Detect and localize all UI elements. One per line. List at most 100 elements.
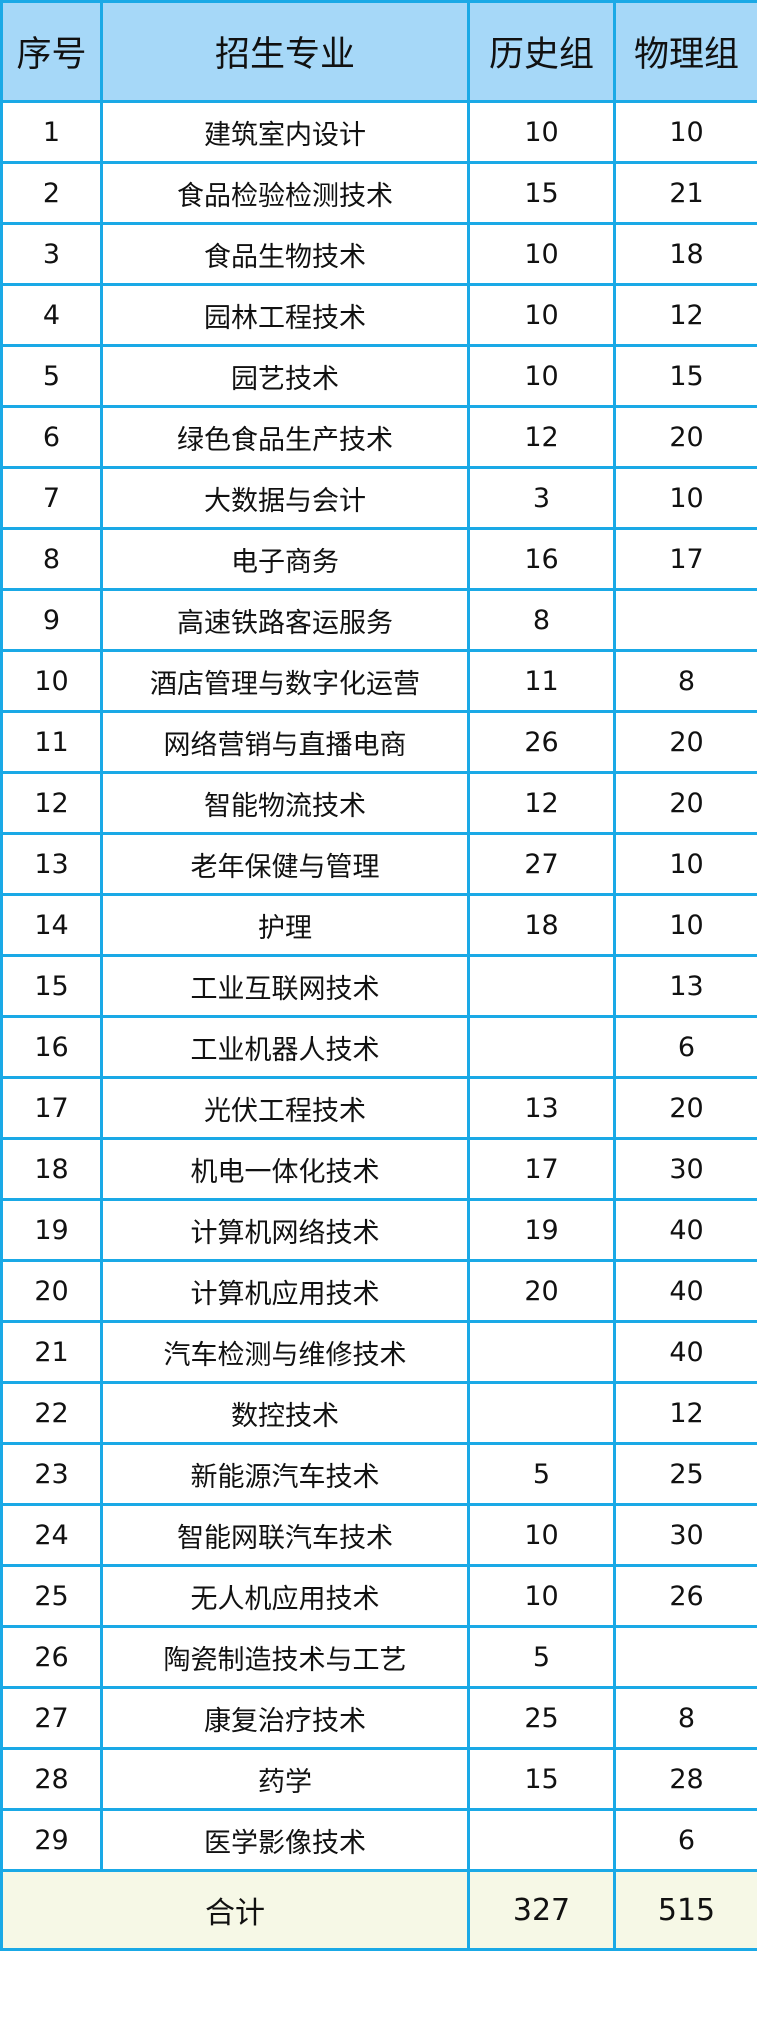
cell-major: 陶瓷制造技术与工艺 xyxy=(100,1625,470,1689)
cell-history: 5 xyxy=(467,1625,616,1689)
cell-major: 酒店管理与数字化运营 xyxy=(100,649,470,713)
cell-index: 14 xyxy=(0,893,103,957)
cell-major: 汽车检测与维修技术 xyxy=(100,1320,470,1384)
cell-physics: 6 xyxy=(613,1015,757,1079)
cell-history: 19 xyxy=(467,1198,616,1262)
cell-major: 工业机器人技术 xyxy=(100,1015,470,1079)
table-row: 13 老年保健与管理 27 10 xyxy=(0,832,757,896)
cell-index: 6 xyxy=(0,405,103,469)
cell-major: 园林工程技术 xyxy=(100,283,470,347)
table-row: 15 工业互联网技术 13 xyxy=(0,954,757,1018)
table-row: 16 工业机器人技术 6 xyxy=(0,1015,757,1079)
cell-history: 5 xyxy=(467,1442,616,1506)
table-row: 12 智能物流技术 12 20 xyxy=(0,771,757,835)
cell-index: 18 xyxy=(0,1137,103,1201)
cell-index: 24 xyxy=(0,1503,103,1567)
table-row: 17 光伏工程技术 13 20 xyxy=(0,1076,757,1140)
cell-history xyxy=(467,954,616,1018)
cell-major: 智能网联汽车技术 xyxy=(100,1503,470,1567)
cell-index: 16 xyxy=(0,1015,103,1079)
cell-physics: 17 xyxy=(613,527,757,591)
table-row: 14 护理 18 10 xyxy=(0,893,757,957)
cell-major: 高速铁路客运服务 xyxy=(100,588,470,652)
cell-major: 大数据与会计 xyxy=(100,466,470,530)
cell-major: 园艺技术 xyxy=(100,344,470,408)
cell-index: 8 xyxy=(0,527,103,591)
cell-physics: 12 xyxy=(613,1381,757,1445)
cell-history: 20 xyxy=(467,1259,616,1323)
cell-index: 2 xyxy=(0,161,103,225)
cell-major: 老年保健与管理 xyxy=(100,832,470,896)
cell-physics: 40 xyxy=(613,1259,757,1323)
total-row: 合计 327 515 xyxy=(0,1869,757,1951)
cell-history xyxy=(467,1381,616,1445)
header-major: 招生专业 xyxy=(100,0,470,103)
enrollment-table: 序号 招生专业 历史组 物理组 1 建筑室内设计 10 10 2 食品检验检测技术 15 21… xyxy=(0,0,757,1951)
table-row: 26 陶瓷制造技术与工艺 5 xyxy=(0,1625,757,1689)
table-row: 23 新能源汽车技术 5 25 xyxy=(0,1442,757,1506)
cell-major: 建筑室内设计 xyxy=(100,100,470,164)
cell-physics: 10 xyxy=(613,100,757,164)
cell-major: 电子商务 xyxy=(100,527,470,591)
cell-index: 28 xyxy=(0,1747,103,1811)
cell-index: 7 xyxy=(0,466,103,530)
cell-major: 药学 xyxy=(100,1747,470,1811)
cell-history: 10 xyxy=(467,100,616,164)
table-row: 1 建筑室内设计 10 10 xyxy=(0,100,757,164)
cell-physics: 40 xyxy=(613,1198,757,1262)
cell-history: 18 xyxy=(467,893,616,957)
table-row: 3 食品生物技术 10 18 xyxy=(0,222,757,286)
table-row: 6 绿色食品生产技术 12 20 xyxy=(0,405,757,469)
cell-history: 16 xyxy=(467,527,616,591)
cell-index: 29 xyxy=(0,1808,103,1872)
cell-physics: 20 xyxy=(613,771,757,835)
cell-physics: 20 xyxy=(613,710,757,774)
cell-physics: 8 xyxy=(613,1686,757,1750)
cell-major: 计算机应用技术 xyxy=(100,1259,470,1323)
cell-physics: 20 xyxy=(613,1076,757,1140)
cell-physics: 6 xyxy=(613,1808,757,1872)
cell-index: 10 xyxy=(0,649,103,713)
cell-history: 8 xyxy=(467,588,616,652)
table-row: 29 医学影像技术 6 xyxy=(0,1808,757,1872)
cell-index: 11 xyxy=(0,710,103,774)
table-row: 27 康复治疗技术 25 8 xyxy=(0,1686,757,1750)
cell-major: 光伏工程技术 xyxy=(100,1076,470,1140)
header-history: 历史组 xyxy=(467,0,616,103)
cell-index: 15 xyxy=(0,954,103,1018)
cell-history: 17 xyxy=(467,1137,616,1201)
table-row: 9 高速铁路客运服务 8 xyxy=(0,588,757,652)
cell-major: 护理 xyxy=(100,893,470,957)
cell-physics xyxy=(613,1625,757,1689)
cell-history: 3 xyxy=(467,466,616,530)
cell-index: 21 xyxy=(0,1320,103,1384)
table-row: 21 汽车检测与维修技术 40 xyxy=(0,1320,757,1384)
cell-major: 无人机应用技术 xyxy=(100,1564,470,1628)
cell-index: 26 xyxy=(0,1625,103,1689)
cell-major: 新能源汽车技术 xyxy=(100,1442,470,1506)
cell-major: 绿色食品生产技术 xyxy=(100,405,470,469)
cell-physics: 13 xyxy=(613,954,757,1018)
cell-history: 10 xyxy=(467,1564,616,1628)
cell-major: 数控技术 xyxy=(100,1381,470,1445)
cell-physics: 10 xyxy=(613,893,757,957)
table-row: 22 数控技术 12 xyxy=(0,1381,757,1445)
cell-index: 22 xyxy=(0,1381,103,1445)
cell-major: 食品检验检测技术 xyxy=(100,161,470,225)
cell-index: 1 xyxy=(0,100,103,164)
cell-physics: 12 xyxy=(613,283,757,347)
cell-index: 5 xyxy=(0,344,103,408)
cell-history: 10 xyxy=(467,344,616,408)
cell-history: 10 xyxy=(467,1503,616,1567)
table-row: 7 大数据与会计 3 10 xyxy=(0,466,757,530)
cell-physics: 18 xyxy=(613,222,757,286)
cell-history xyxy=(467,1808,616,1872)
cell-physics: 8 xyxy=(613,649,757,713)
table-row: 24 智能网联汽车技术 10 30 xyxy=(0,1503,757,1567)
cell-history: 11 xyxy=(467,649,616,713)
table-row: 5 园艺技术 10 15 xyxy=(0,344,757,408)
cell-physics: 28 xyxy=(613,1747,757,1811)
cell-index: 19 xyxy=(0,1198,103,1262)
table-row: 4 园林工程技术 10 12 xyxy=(0,283,757,347)
cell-major: 医学影像技术 xyxy=(100,1808,470,1872)
